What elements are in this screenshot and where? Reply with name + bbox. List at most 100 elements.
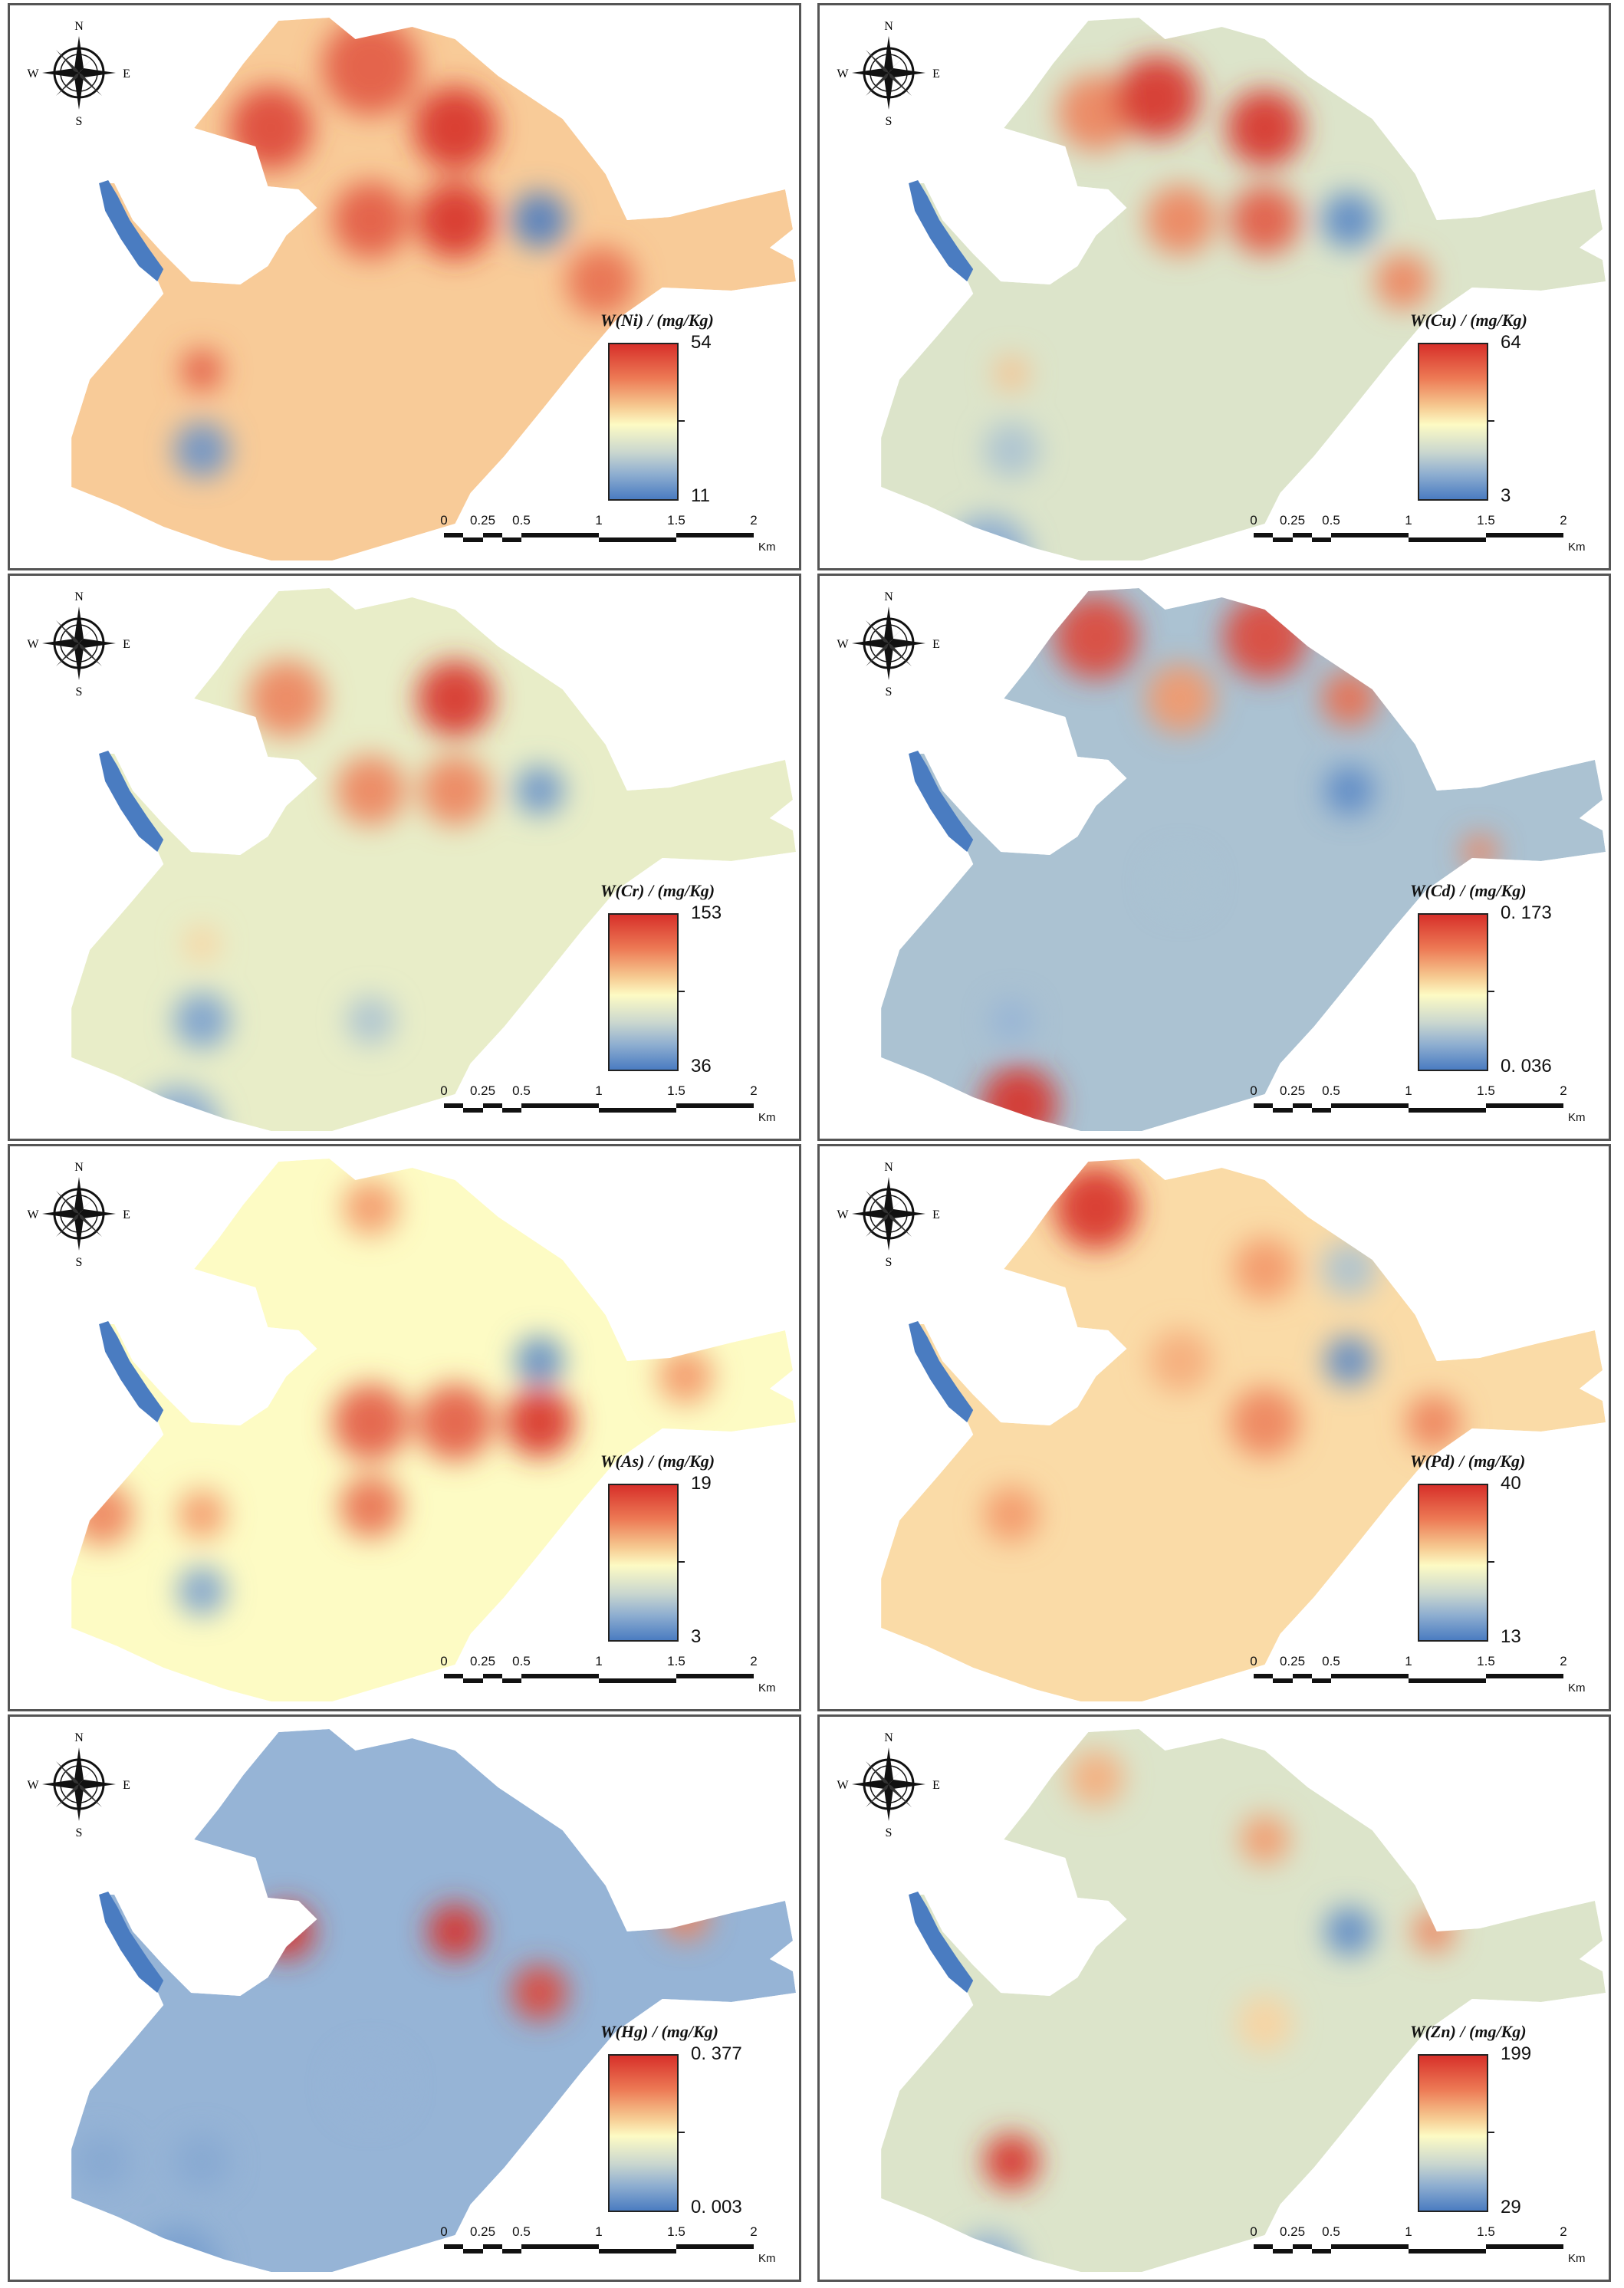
scale-segment xyxy=(1409,1103,1486,1108)
scale-segment xyxy=(482,1103,502,1108)
scale-segment xyxy=(599,2244,676,2249)
scale-segment xyxy=(1292,533,1312,537)
scale-segment xyxy=(1409,533,1486,537)
scale-segment xyxy=(1486,1674,1563,1678)
scale-segment xyxy=(676,1678,754,1683)
concentration-hotspot xyxy=(177,1566,227,1616)
concentration-hotspot xyxy=(1324,1336,1374,1386)
legend-min-value: 3 xyxy=(691,1626,702,1647)
heatmap-region xyxy=(71,588,796,1131)
concentration-hotspot xyxy=(1149,1330,1212,1392)
concentration-hotspot xyxy=(990,999,1033,1042)
scale-label: 1.5 xyxy=(667,1083,685,1098)
concentration-hotspot xyxy=(566,246,636,317)
scale-segment xyxy=(501,1674,521,1678)
scale-segment xyxy=(1311,533,1331,537)
scale-segment xyxy=(1292,2244,1312,2249)
scale-segment xyxy=(482,2249,502,2253)
scale-label: 0.5 xyxy=(1322,513,1340,528)
scale-segment xyxy=(1331,1108,1409,1113)
river-inlet xyxy=(99,1892,164,1993)
concentration-hotspot xyxy=(427,1903,483,1960)
scale-unit: Km xyxy=(1568,541,1586,554)
scale-label: 1 xyxy=(595,1654,603,1668)
concentration-hotspot xyxy=(335,755,406,826)
svg-text:S: S xyxy=(886,1256,893,1267)
compass-rose: N S W E xyxy=(27,1731,130,1839)
scale-unit: Km xyxy=(758,2252,776,2265)
svg-text:S: S xyxy=(886,1826,893,1838)
concentration-hotspot xyxy=(416,1384,494,1461)
concentration-hotspot xyxy=(1240,1815,1290,1864)
scale-label: 1.5 xyxy=(1477,1083,1495,1098)
legend-title: W(Zn) / (mg/Kg) xyxy=(1410,2022,1527,2041)
scale-label: 2 xyxy=(750,2224,758,2239)
scale-segment xyxy=(676,2249,754,2253)
svg-text:S: S xyxy=(76,1826,83,1838)
scale-segment xyxy=(444,1674,464,1678)
map-panel: N S W E W(Ni) / (mg/Kg) 54 11 0 0.25 0.5 1 1.5 2… xyxy=(8,3,801,570)
legend-max-value: 54 xyxy=(691,332,712,353)
scale-segment xyxy=(521,1674,599,1678)
map-panel: N S W E W(Cd) / (mg/Kg) 0. 173 0. 036 0 0.25… xyxy=(817,574,1611,1141)
concentration-hotspot xyxy=(332,1384,409,1461)
scale-segment xyxy=(1331,533,1409,537)
scale-segment xyxy=(482,2244,502,2249)
scale-segment xyxy=(1273,1674,1293,1678)
concentration-hotspot xyxy=(343,1179,399,1236)
concentration-hotspot xyxy=(173,2133,230,2190)
scale-label: 0.5 xyxy=(1322,1083,1340,1098)
svg-text:N: N xyxy=(74,1731,84,1744)
scale-unit: Km xyxy=(758,1111,776,1124)
map-panel: N S W E W(Hg) / (mg/Kg) 0. 377 0. 003 0 0.25… xyxy=(8,1714,801,2282)
scale-segment xyxy=(1254,1674,1274,1678)
scale-segment xyxy=(1486,1678,1563,1683)
scale-segment xyxy=(501,1108,521,1113)
scale-segment xyxy=(599,1674,676,1678)
scale-segment xyxy=(1486,1103,1563,1108)
svg-text:S: S xyxy=(76,1256,83,1267)
concentration-hotspot xyxy=(74,2133,130,2190)
concentration-hotspot xyxy=(1375,253,1432,310)
legend-title: W(Cu) / (mg/Kg) xyxy=(1410,311,1527,330)
scale-segment xyxy=(1409,2244,1486,2249)
scale-label: 1.5 xyxy=(1477,513,1495,528)
concentration-hotspot xyxy=(1067,1750,1124,1806)
scale-segment xyxy=(1311,2244,1331,2249)
svg-text:S: S xyxy=(76,115,83,127)
concentration-hotspot xyxy=(981,1067,1058,1131)
svg-text:E: E xyxy=(932,67,940,81)
svg-text:N: N xyxy=(74,20,84,33)
scale-segment xyxy=(444,1108,464,1113)
heatmap-region xyxy=(71,1159,796,1701)
concentration-hotspot xyxy=(346,996,396,1045)
scale-label: 0.25 xyxy=(1279,2224,1306,2239)
scale-segment xyxy=(1331,1678,1409,1683)
heatmap-region xyxy=(71,1729,796,2272)
scale-segment xyxy=(482,1674,502,1678)
scale-segment xyxy=(1311,1678,1331,1683)
north-arrow-icon: N S W E xyxy=(835,1160,942,1269)
concentration-hotspot xyxy=(1152,854,1208,911)
scale-label: 2 xyxy=(750,1654,758,1668)
svg-text:E: E xyxy=(123,638,130,651)
scale-bar: 0 0.25 0.5 1 1.5 2 Km xyxy=(1250,513,1591,559)
legend-tick xyxy=(679,991,685,992)
scale-label: 1 xyxy=(1405,1083,1412,1098)
svg-text:W: W xyxy=(27,1779,39,1792)
legend-min-value: 11 xyxy=(691,485,710,506)
legend-tick xyxy=(679,420,685,422)
scale-segment xyxy=(1273,1678,1293,1683)
scale-segment xyxy=(1292,1678,1312,1683)
study-area-fill xyxy=(881,1729,1606,2272)
scale-label: 1 xyxy=(595,1083,603,1098)
scale-segment xyxy=(599,1678,676,1683)
scale-segment xyxy=(444,2244,464,2249)
legend-tick xyxy=(1488,2132,1494,2133)
svg-text:N: N xyxy=(74,1161,84,1174)
scale-label: 0 xyxy=(1250,1083,1257,1098)
concentration-hotspot xyxy=(173,992,230,1049)
scale-segment xyxy=(1311,537,1331,542)
legend-min-value: 0. 003 xyxy=(691,2197,742,2217)
river-inlet xyxy=(99,751,164,852)
